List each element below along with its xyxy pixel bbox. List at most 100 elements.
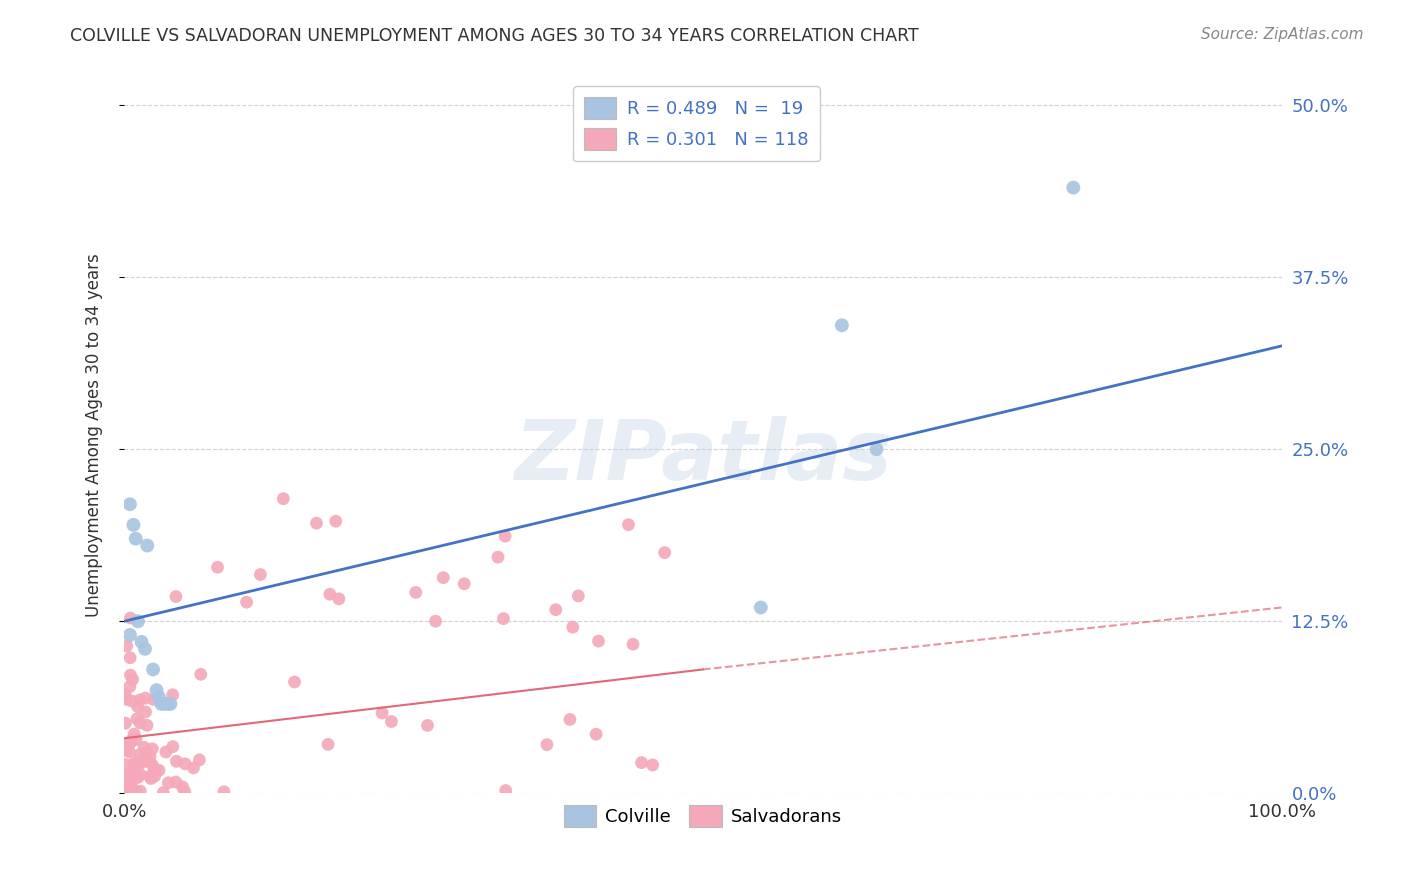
- Point: [139, 749, 162, 764]
- Point: [145, 683, 167, 698]
- Point: [125, 532, 148, 546]
- Point: [134, 705, 156, 719]
- Point: [115, 692, 138, 706]
- Text: ZIPatlas: ZIPatlas: [515, 417, 891, 498]
- Point: [118, 497, 141, 511]
- Point: [114, 716, 136, 731]
- Point: [114, 786, 136, 800]
- Point: [139, 755, 162, 769]
- Point: [143, 769, 166, 783]
- Point: [125, 770, 148, 784]
- Point: [174, 756, 197, 771]
- Point: [122, 517, 145, 532]
- Point: [148, 690, 170, 704]
- Point: [120, 782, 142, 797]
- Point: [165, 755, 187, 769]
- Point: [165, 590, 187, 604]
- Point: [157, 697, 180, 711]
- Point: [120, 668, 142, 682]
- Point: [494, 529, 516, 543]
- Point: [114, 757, 136, 772]
- Point: [316, 738, 339, 752]
- Point: [159, 697, 181, 711]
- Point: [117, 775, 139, 789]
- Point: [129, 767, 152, 781]
- Point: [120, 650, 142, 665]
- Point: [162, 739, 184, 754]
- Point: [122, 727, 145, 741]
- Point: [129, 756, 152, 771]
- Text: Source: ZipAtlas.com: Source: ZipAtlas.com: [1201, 27, 1364, 42]
- Point: [117, 776, 139, 790]
- Point: [495, 783, 517, 797]
- Point: [121, 694, 143, 708]
- Point: [127, 770, 149, 784]
- Point: [118, 780, 141, 795]
- Point: [117, 780, 139, 795]
- Point: [536, 738, 558, 752]
- Point: [117, 772, 139, 787]
- Point: [139, 772, 162, 786]
- Point: [328, 591, 350, 606]
- Point: [305, 516, 328, 531]
- Point: [121, 673, 143, 687]
- Point: [131, 635, 153, 649]
- Point: [125, 785, 148, 799]
- Point: [117, 769, 139, 783]
- Point: [654, 546, 676, 560]
- Point: [114, 775, 136, 789]
- Point: [155, 745, 177, 759]
- Point: [122, 756, 145, 771]
- Point: [283, 675, 305, 690]
- Point: [120, 736, 142, 750]
- Point: [831, 318, 853, 333]
- Point: [152, 786, 174, 800]
- Text: COLVILLE VS SALVADORAN UNEMPLOYMENT AMONG AGES 30 TO 34 YEARS CORRELATION CHART: COLVILLE VS SALVADORAN UNEMPLOYMENT AMON…: [70, 27, 920, 45]
- Point: [141, 741, 163, 756]
- Point: [118, 628, 141, 642]
- Point: [124, 758, 146, 772]
- Point: [425, 614, 447, 628]
- Point: [134, 691, 156, 706]
- Point: [120, 611, 142, 625]
- Point: [319, 587, 342, 601]
- Point: [125, 712, 148, 726]
- Point: [128, 747, 150, 762]
- Point: [114, 688, 136, 702]
- Point: [114, 782, 136, 797]
- Point: [207, 560, 229, 574]
- Point: [157, 776, 180, 790]
- Point: [117, 772, 139, 787]
- Point: [129, 784, 152, 798]
- Point: [115, 771, 138, 785]
- Point: [117, 779, 139, 793]
- Point: [212, 785, 235, 799]
- Point: [120, 766, 142, 780]
- Point: [617, 517, 640, 532]
- Point: [153, 697, 176, 711]
- Point: [125, 732, 148, 747]
- Point: [621, 637, 644, 651]
- Point: [115, 775, 138, 789]
- Point: [165, 775, 187, 789]
- Point: [132, 755, 155, 769]
- Point: [405, 585, 427, 599]
- Point: [136, 718, 159, 732]
- Point: [249, 567, 271, 582]
- Point: [136, 539, 159, 553]
- Point: [115, 781, 138, 796]
- Point: [486, 550, 509, 565]
- Point: [567, 589, 589, 603]
- Point: [148, 764, 170, 778]
- Point: [183, 761, 205, 775]
- Point: [143, 764, 166, 778]
- Point: [150, 697, 173, 711]
- Point: [142, 692, 165, 706]
- Point: [121, 774, 143, 789]
- Point: [588, 634, 610, 648]
- Point: [142, 662, 165, 676]
- Point: [630, 756, 652, 770]
- Point: [134, 641, 156, 656]
- Point: [190, 667, 212, 681]
- Point: [135, 745, 157, 759]
